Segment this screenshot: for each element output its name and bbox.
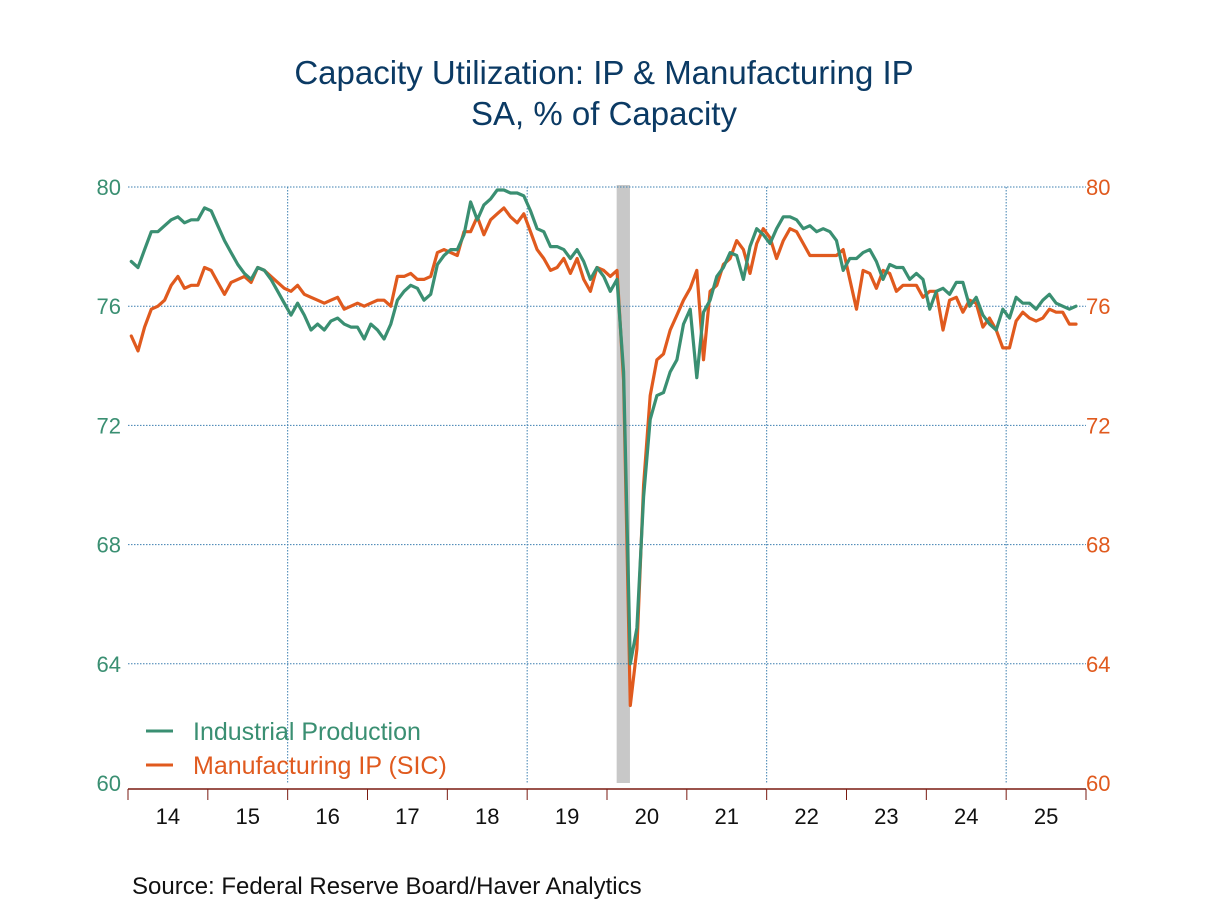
x-tick-label: 24 [954,804,978,829]
x-tick-label: 22 [794,804,818,829]
y-tick-label-right: 80 [1086,175,1110,200]
y-tick-label-right: 60 [1086,771,1110,796]
y-tick-label-right: 64 [1086,652,1110,677]
left-y-axis: 60 64 68 72 76 80 [97,175,121,796]
source-note: Source: Federal Reserve Board/Haver Anal… [132,873,642,900]
x-tick-label: 17 [395,804,419,829]
legend: Industrial Production Manufacturing IP (… [146,718,447,780]
y-tick-label-left: 60 [97,771,121,796]
x-tick-label: 23 [874,804,898,829]
y-tick-label-right: 76 [1086,294,1110,319]
y-tick-label-right: 72 [1086,413,1110,438]
series-lines [129,188,1078,708]
chart-title: Capacity Utilization: IP & Manufacturing… [294,54,913,91]
y-tick-label-left: 76 [97,294,121,319]
legend-label-industrial-production: Industrial Production [193,718,421,746]
x-tick-label: 25 [1034,804,1058,829]
x-tick-label: 19 [555,804,579,829]
x-tick-label: 20 [635,804,659,829]
legend-label-manufacturing-ip: Manufacturing IP (SIC) [193,752,447,780]
right-y-axis: 60 64 68 72 76 80 [1086,175,1110,796]
x-tick-label: 18 [475,804,499,829]
x-tick-label: 15 [236,804,260,829]
y-tick-label-left: 64 [97,652,121,677]
series-line-manufacturing-ip [129,206,1078,708]
y-tick-label-left: 80 [97,175,121,200]
chart-subtitle: SA, % of Capacity [471,95,737,132]
y-tick-label-right: 68 [1086,533,1110,558]
x-tick-labels: 14 15 16 17 18 19 20 21 22 23 24 25 [156,804,1059,829]
y-tick-label-left: 72 [97,413,121,438]
series-line-industrial-production [129,188,1078,666]
x-axis [127,788,1087,800]
x-tick-label: 14 [156,804,180,829]
y-tick-label-left: 68 [97,533,121,558]
x-tick-label: 21 [715,804,739,829]
x-tick-label: 16 [315,804,339,829]
